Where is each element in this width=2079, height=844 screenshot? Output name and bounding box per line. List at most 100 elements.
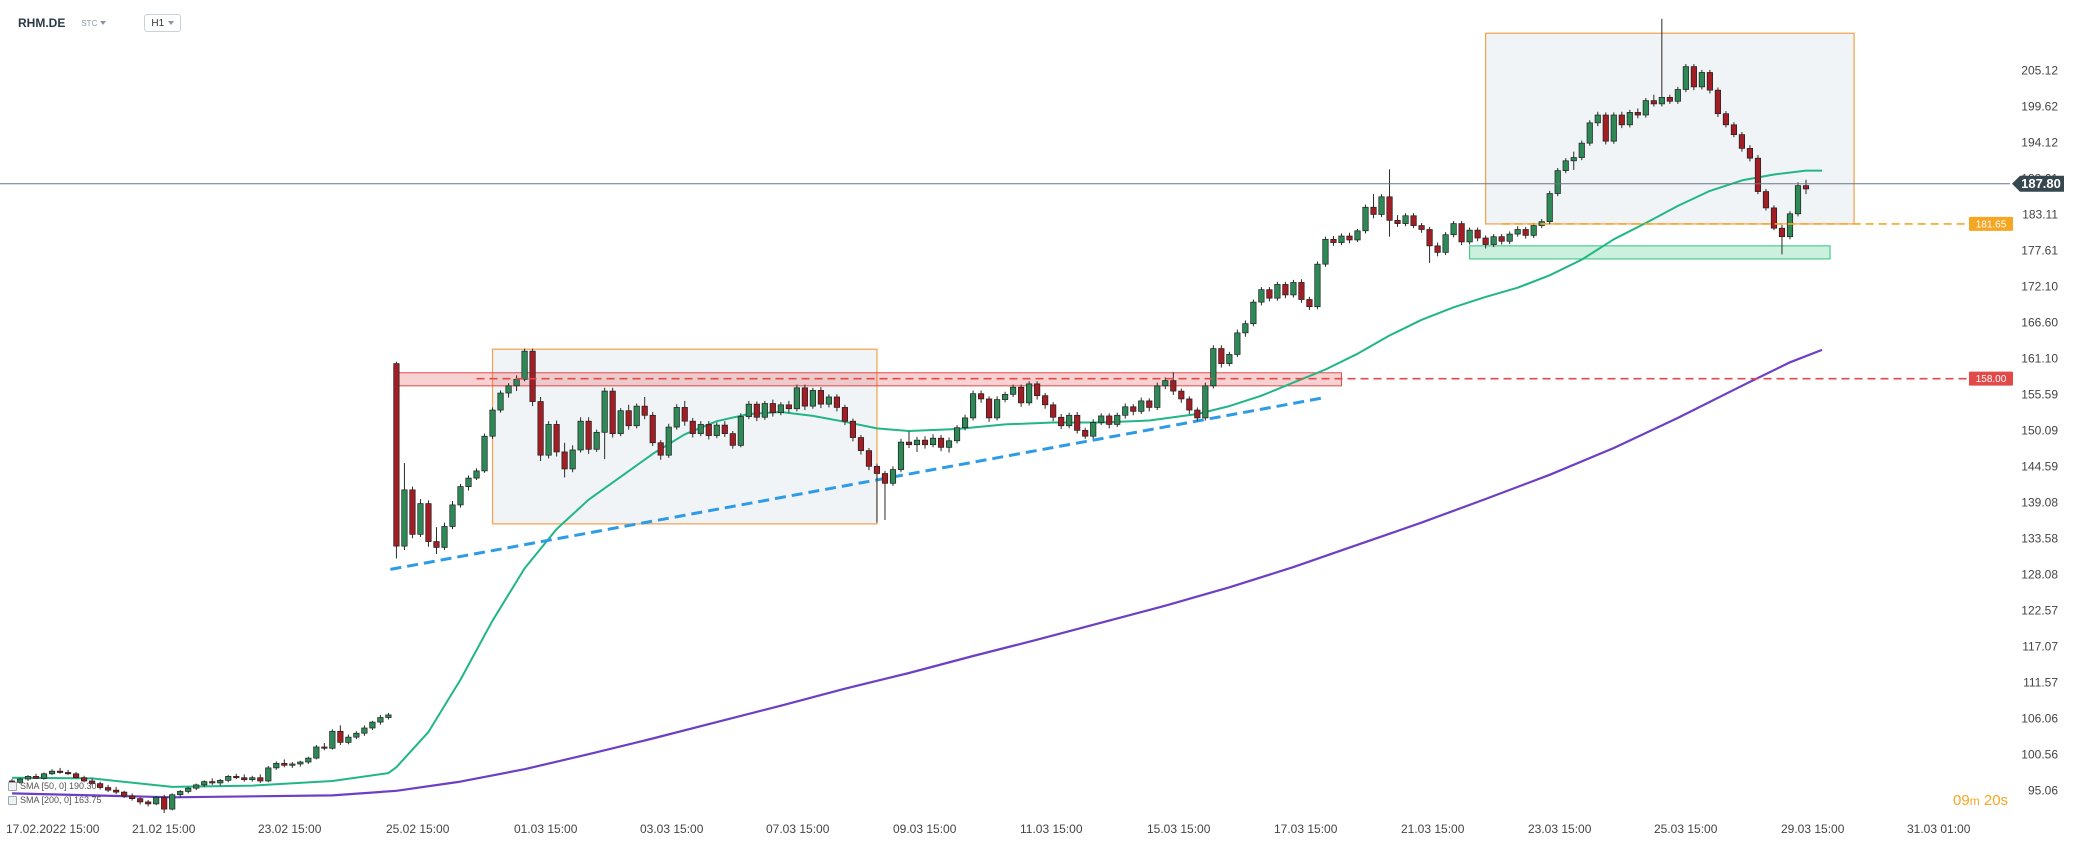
candle-body xyxy=(1042,395,1049,406)
y-tick-label: 172.10 xyxy=(2021,279,2058,293)
candle-body xyxy=(978,393,985,400)
candle-body xyxy=(409,489,416,535)
candle-body xyxy=(465,477,472,487)
y-tick-label: 117.07 xyxy=(2022,639,2058,653)
candle-body xyxy=(1490,236,1497,245)
candle-body xyxy=(369,721,376,729)
indicator-settings-icon[interactable] xyxy=(8,781,17,791)
price-zone-band xyxy=(1469,245,1831,260)
candle-body xyxy=(1194,409,1201,419)
candle-body xyxy=(1282,284,1289,296)
candle-body xyxy=(801,387,808,407)
candle-body xyxy=(489,409,496,437)
trendline xyxy=(390,395,1326,571)
symbol-label[interactable]: RHM.DE xyxy=(18,16,66,30)
candle-body xyxy=(761,403,768,418)
candle-body xyxy=(153,796,160,805)
countdown-minutes: 09 xyxy=(1953,792,1970,809)
timeframe-selector[interactable]: H1 xyxy=(144,14,182,32)
candle-body xyxy=(1474,229,1481,239)
candle-body xyxy=(1258,289,1265,303)
level-price-label: 181.65 xyxy=(1976,219,2007,230)
x-tick-label: 23.02 15:00 xyxy=(258,822,322,836)
candle-body xyxy=(457,486,464,506)
candle-body xyxy=(16,778,24,783)
legend-sma200[interactable]: SMA [200, 0] 163.75 xyxy=(8,795,102,805)
level-price-label: 158.00 xyxy=(1976,374,2007,385)
candle-body xyxy=(289,763,296,766)
candle-body xyxy=(945,440,953,448)
candle-body xyxy=(1674,89,1681,102)
candle-body xyxy=(1562,160,1569,171)
exchange-selector[interactable]: STC xyxy=(81,18,107,28)
candle-body xyxy=(401,489,408,547)
candle-body xyxy=(1666,96,1673,102)
candle-body xyxy=(441,526,448,548)
y-tick-label: 183.11 xyxy=(2022,207,2058,221)
candle-body xyxy=(681,407,688,422)
legend-sma50[interactable]: SMA [50, 0] 190.30 xyxy=(8,781,97,791)
candle-body xyxy=(169,794,176,810)
candle-body xyxy=(1338,235,1345,243)
y-tick-label: 161.10 xyxy=(2021,351,2058,365)
candle-body xyxy=(857,437,865,451)
candle-body xyxy=(177,791,184,796)
candle-body xyxy=(64,772,72,775)
candle-body xyxy=(321,746,328,749)
candle-body xyxy=(393,363,400,547)
candle-body xyxy=(785,404,792,410)
candle-body xyxy=(1226,354,1233,364)
candle-body xyxy=(1634,112,1641,116)
candle-body xyxy=(545,424,552,456)
candle-body xyxy=(994,399,1001,419)
candle-countdown: 09m 20s xyxy=(1953,792,2008,809)
candle-body xyxy=(1354,230,1361,241)
candle-body xyxy=(577,420,584,451)
candle-body xyxy=(1418,225,1425,230)
candle-body xyxy=(273,762,280,769)
candle-body xyxy=(345,736,352,743)
candle-body xyxy=(889,469,897,484)
candle-body xyxy=(1714,89,1721,115)
exchange-label: STC xyxy=(81,18,98,28)
candle-body xyxy=(233,776,240,779)
candle-body xyxy=(809,390,816,407)
y-tick-label: 155.59 xyxy=(2021,387,2058,401)
x-tick-label: 15.03 15:00 xyxy=(1147,822,1211,836)
candle-body xyxy=(689,420,696,434)
candle-body xyxy=(1450,223,1457,236)
candle-body xyxy=(737,416,744,446)
chart-header: RHM.DE STC H1 xyxy=(18,14,182,32)
y-tick-label: 139.08 xyxy=(2021,495,2058,509)
candle-body xyxy=(1746,148,1754,159)
candle-body xyxy=(249,777,256,781)
legend-sma50-label: SMA [50, 0] 190.30 xyxy=(20,781,97,791)
candle-body xyxy=(865,450,873,467)
indicator-settings-icon[interactable] xyxy=(8,795,17,805)
last-price-badge xyxy=(2012,175,2064,192)
x-tick-label: 23.03 15:00 xyxy=(1528,822,1592,836)
candle-body xyxy=(1098,415,1105,423)
candle-body xyxy=(553,424,560,453)
candle-body xyxy=(1458,223,1465,243)
candle-body xyxy=(1034,383,1041,397)
level-price-badge xyxy=(1969,371,2013,386)
candle-body xyxy=(1682,66,1689,90)
candle-body xyxy=(1314,263,1321,308)
chevron-down-icon xyxy=(100,21,107,25)
candle-body xyxy=(1706,72,1713,91)
candle-body xyxy=(601,390,608,433)
candle-body xyxy=(1362,206,1369,232)
candle-body xyxy=(1594,114,1601,124)
candles-layer xyxy=(8,18,1810,814)
candle-body xyxy=(1138,400,1145,412)
candle-body xyxy=(1250,301,1257,325)
candle-body xyxy=(1738,134,1746,149)
candle-body xyxy=(1050,404,1057,418)
y-tick-label: 95.06 xyxy=(2028,783,2058,797)
candle-body xyxy=(121,791,128,797)
candle-body xyxy=(673,407,680,428)
candle-body xyxy=(129,795,136,799)
candle-body xyxy=(1274,284,1281,299)
